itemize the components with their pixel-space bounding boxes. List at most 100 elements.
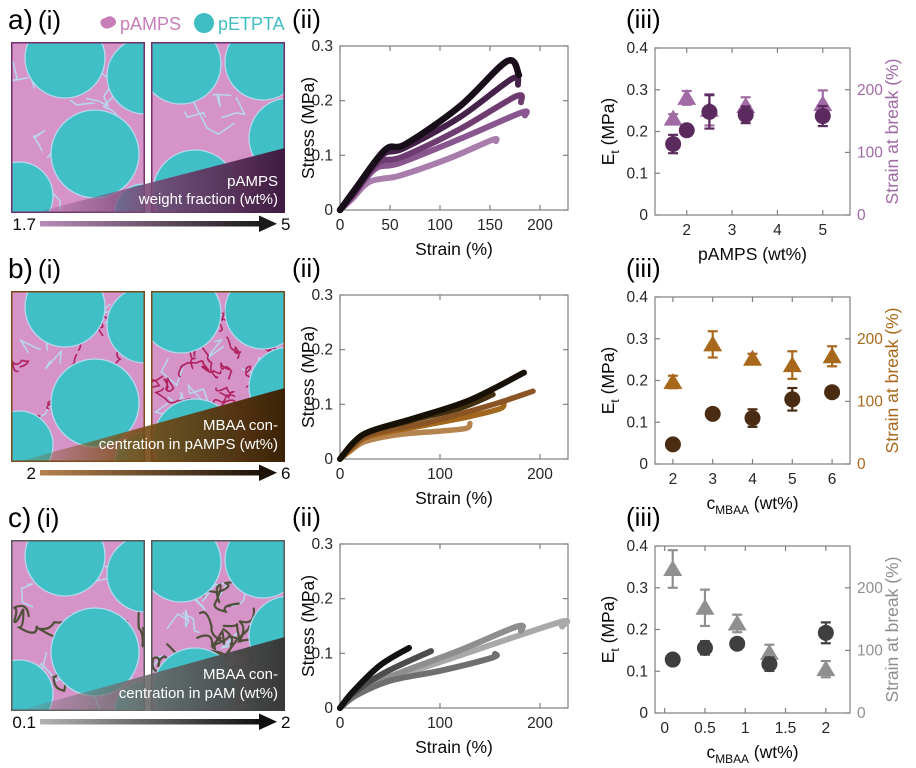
circle-marker	[737, 106, 754, 123]
circle-marker	[678, 122, 695, 139]
svg-text:0.4: 0.4	[626, 289, 648, 306]
svg-text:200: 200	[527, 466, 553, 483]
svg-text:0.3: 0.3	[311, 287, 333, 304]
x-axis-title: Strain (%)	[415, 488, 493, 508]
micro-image-high	[151, 540, 285, 711]
y-axis-title: Et (MPa)	[600, 596, 622, 664]
modulus-strain-chart-a: 2 3 4 5 0 0.1 0.2 0.3 0.4 0 100 200 pAMPS (wt%) Et (M…	[600, 40, 902, 264]
micro-image-low	[11, 540, 145, 711]
sub-label-c-i: (i)	[36, 503, 60, 533]
svg-text:100: 100	[427, 715, 453, 732]
micro-image-low	[11, 42, 145, 213]
stress-strain-curve	[337, 648, 434, 711]
triangle-marker	[703, 335, 723, 352]
materials-legend: pAMPS pETPTA	[100, 13, 285, 34]
arrow-start-value: 0.1	[12, 713, 36, 732]
y-axis-title: Stress (MPa)	[300, 575, 318, 677]
svg-text:200: 200	[857, 82, 883, 99]
svg-text:100: 100	[857, 642, 883, 659]
svg-text:0.5: 0.5	[694, 720, 716, 737]
svg-text:0.3: 0.3	[626, 82, 648, 99]
arrow-head	[259, 215, 277, 232]
circle-marker	[824, 384, 841, 401]
panel-letter-c: c)	[8, 502, 32, 533]
svg-text:0: 0	[857, 705, 866, 722]
legend-pamps-label: pAMPS	[120, 14, 181, 34]
svg-text:0: 0	[324, 700, 333, 717]
gradient-arrow-shaft	[40, 470, 261, 476]
sub-label-a-i: (i)	[37, 5, 61, 35]
arrow-end-value: 5	[281, 215, 290, 234]
petpta-circle-icon	[194, 13, 214, 33]
svg-text:0: 0	[336, 466, 345, 483]
svg-text:0.3: 0.3	[311, 38, 333, 55]
svg-text:100: 100	[857, 144, 883, 161]
axis-labels: 2 3 4 5 6 0 0.1 0.2 0.3 0.4 0 100 200 cMBAA (wt%) Et (…	[600, 289, 902, 517]
axis-labels: 0 50 100 150 200 0 0.1 0.2 0.3 Strain (%) Stress (…	[300, 38, 553, 259]
triangle-marker	[736, 97, 756, 114]
axes	[654, 545, 851, 714]
svg-text:2: 2	[682, 222, 691, 239]
axis-labels: 2 3 4 5 0 0.1 0.2 0.3 0.4 0 100 200 pAMPS (wt%) Et (M…	[600, 40, 902, 264]
sub-label-a-ii: (ii)	[292, 4, 321, 34]
triangle-marker	[663, 372, 683, 389]
right-axis-title: Strain at break (%)	[882, 308, 902, 454]
svg-text:0: 0	[336, 715, 345, 732]
concentration-arrow-c: 0.1 2	[12, 713, 290, 732]
arrow-end-value: 2	[281, 713, 290, 732]
x-axis-title: pAMPS (wt%)	[698, 244, 807, 264]
y-axis-title: Et (MPa)	[600, 98, 622, 166]
stress-strain-curve	[337, 617, 571, 711]
triangle-marker	[677, 88, 697, 105]
triangle-marker	[663, 559, 683, 576]
svg-text:3: 3	[708, 471, 717, 488]
svg-text:0.1: 0.1	[311, 396, 333, 413]
circle-marker	[701, 103, 718, 120]
arrow-start-value: 2	[27, 464, 36, 483]
svg-text:0: 0	[857, 207, 866, 224]
axis-labels: 0 100 200 0 0.1 0.2 0.3 Strain (%) Stress (MPa)	[300, 536, 553, 757]
svg-text:2: 2	[822, 720, 831, 737]
axes	[339, 543, 569, 709]
svg-text:0: 0	[324, 202, 333, 219]
stress-strain-curve	[337, 391, 496, 462]
svg-text:0: 0	[324, 451, 333, 468]
axis-labels: 0 100 200 0 0.1 0.2 0.3 Strain (%) Stress (MPa)	[300, 287, 553, 508]
sub-label-a-iii: (iii)	[626, 4, 661, 34]
stress-strain-curve	[337, 388, 536, 462]
x-axis-title: cMBAA (wt%)	[706, 493, 798, 517]
sub-label-b-ii: (ii)	[292, 253, 321, 283]
circle-marker	[696, 639, 713, 656]
micro-image-low	[11, 291, 145, 462]
pamps-blob-icon	[100, 16, 116, 29]
svg-text:1: 1	[741, 720, 750, 737]
schematic-pair-b	[11, 291, 285, 462]
svg-text:0.3: 0.3	[626, 580, 648, 597]
axes	[654, 47, 851, 216]
svg-text:0: 0	[336, 217, 345, 234]
svg-text:200: 200	[527, 715, 553, 732]
svg-text:150: 150	[477, 217, 503, 234]
y-axis-title: Et (MPa)	[600, 347, 622, 415]
y-axis-title: Stress (MPa)	[300, 77, 318, 179]
stress-strain-curve	[336, 57, 523, 214]
svg-text:0.3: 0.3	[311, 536, 333, 553]
triangle-marker	[816, 660, 836, 677]
stress-strain-curve	[337, 74, 522, 213]
svg-text:0.2: 0.2	[626, 124, 648, 141]
gradient-arrow-shaft	[40, 221, 261, 227]
svg-text:100: 100	[427, 217, 453, 234]
axes	[654, 296, 851, 465]
axes	[339, 45, 569, 211]
panel-letter-a: a)	[8, 4, 33, 35]
arrow-start-value: 1.7	[12, 215, 36, 234]
stress-strain-curve	[337, 650, 500, 711]
svg-text:0: 0	[639, 705, 648, 722]
svg-text:100: 100	[427, 466, 453, 483]
stress-strain-chart-c: 0 100 200 0 0.1 0.2 0.3 Strain (%) Stress (MPa)	[300, 536, 571, 757]
right-axis-title: Strain at break (%)	[882, 59, 902, 205]
modulus-series	[665, 94, 831, 155]
concentration-arrow-a: 1.7 5	[12, 215, 290, 234]
